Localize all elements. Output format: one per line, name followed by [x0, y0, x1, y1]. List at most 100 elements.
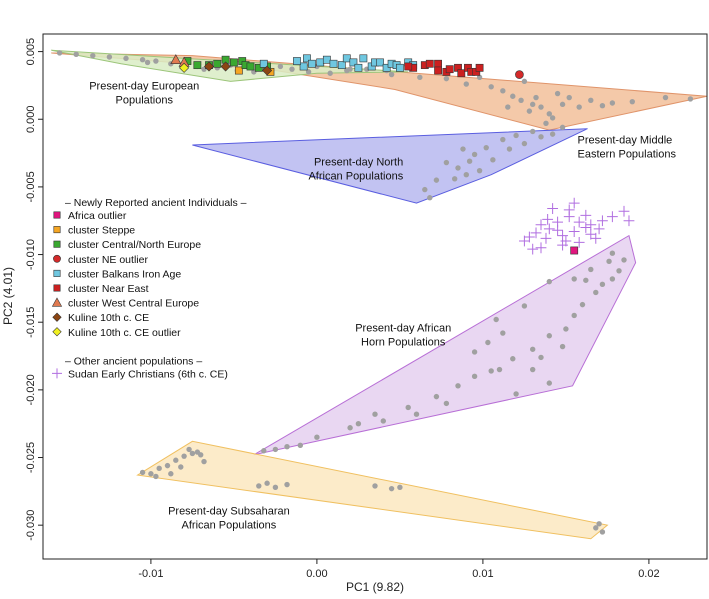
series-point [322, 55, 331, 64]
present-day-point [599, 103, 606, 109]
present-day-point [153, 473, 159, 480]
present-day-point [596, 521, 602, 527]
present-day-point [73, 51, 79, 57]
present-day-point [559, 124, 566, 131]
present-day-point [168, 471, 174, 477]
present-day-point [289, 66, 295, 72]
present-day-point [123, 55, 129, 62]
present-day-point [488, 368, 494, 374]
present-day-point [264, 480, 270, 486]
y-tick-label: 0.005 [25, 38, 37, 66]
series-point [530, 227, 542, 239]
series-point [254, 63, 263, 72]
present-day-point [455, 383, 461, 389]
present-day-point [530, 128, 536, 135]
present-day-point [559, 343, 566, 350]
present-day-point [261, 448, 267, 454]
x-axis-title: PC1 (9.82) [346, 580, 404, 594]
legend-entry: cluster Balkans Iron Age [68, 268, 181, 280]
ancient-series [170, 54, 635, 255]
present-day-point [571, 276, 577, 282]
series-9 [519, 197, 635, 255]
present-day-point [181, 453, 187, 459]
present-day-point [521, 303, 528, 309]
series-point [220, 61, 231, 72]
present-day-point [606, 258, 612, 265]
y-tick-label: -0.005 [25, 171, 37, 202]
legend-entry: Kuline 10th c. CE [68, 312, 149, 324]
present-day-point [616, 268, 622, 274]
present-day-point [518, 97, 524, 104]
present-day-point [621, 257, 627, 263]
present-day-point [284, 481, 290, 488]
series-point [349, 58, 358, 67]
x-axis-ticks: -0.01 0.00 0.01 0.02 [138, 559, 660, 580]
present-day-point [443, 159, 450, 166]
y-tick-label: -0.020 [25, 374, 37, 405]
present-day-point [571, 312, 577, 319]
present-day-point [355, 420, 362, 427]
present-day-point [609, 276, 616, 282]
present-day-point [471, 349, 478, 355]
present-day-point [583, 277, 589, 283]
present-day-point [483, 144, 489, 151]
present-day-point [500, 88, 506, 94]
series-8 [179, 62, 190, 73]
legend-entry: cluster Near East [68, 283, 149, 295]
present-day-point [563, 326, 569, 332]
series-point [376, 58, 384, 67]
series-point [404, 62, 413, 71]
series-point [580, 222, 592, 233]
y-tick-label: -0.015 [25, 307, 37, 338]
series-point [234, 66, 243, 75]
series-point [623, 215, 635, 227]
series-point [557, 239, 568, 251]
present-day-point [629, 98, 635, 105]
present-day-point [380, 418, 386, 424]
legend-marker [53, 269, 61, 277]
y-tick-label: -0.025 [25, 442, 37, 473]
series-point [230, 58, 238, 67]
legend-entry: cluster Central/North Europe [68, 239, 201, 251]
series-point [359, 54, 368, 63]
series-point [519, 235, 530, 247]
present-day-point [576, 104, 582, 110]
series-point [395, 63, 404, 72]
present-day-point [388, 71, 395, 78]
y-tick-label: -0.010 [25, 239, 37, 270]
present-day-point [485, 339, 491, 346]
present-day-point [543, 120, 549, 127]
series-point [299, 62, 308, 71]
series-point [213, 59, 222, 68]
series-point [434, 66, 442, 75]
x-tick-label: 0.02 [638, 568, 659, 580]
present-day-point [530, 101, 536, 108]
series-point [573, 236, 585, 248]
present-day-point [546, 380, 552, 386]
present-day-point [510, 93, 516, 99]
present-day-point [546, 333, 552, 339]
legend-entry: cluster Steppe [68, 225, 135, 237]
present-day-point [153, 58, 159, 64]
series-point [590, 232, 602, 244]
present-day-point [451, 176, 458, 182]
series-point [593, 223, 605, 235]
present-day-point [156, 465, 162, 472]
present-day-point [579, 301, 586, 308]
present-day-point [139, 57, 146, 63]
x-tick-label: 0.00 [306, 568, 327, 580]
region-label-1: Present-day European Populations [89, 80, 199, 106]
present-day-point [443, 75, 450, 82]
present-day-point [476, 74, 483, 80]
legend-entry: Africa outlier [68, 210, 127, 222]
present-day-point [284, 443, 290, 450]
present-day-point [609, 250, 616, 256]
present-day-point [466, 158, 473, 164]
present-day-point [559, 101, 566, 108]
series-7 [203, 61, 273, 76]
series-point [259, 59, 268, 68]
series-point [543, 223, 555, 235]
series-point [515, 70, 524, 79]
present-day-point [460, 146, 466, 152]
series-point [262, 65, 273, 76]
